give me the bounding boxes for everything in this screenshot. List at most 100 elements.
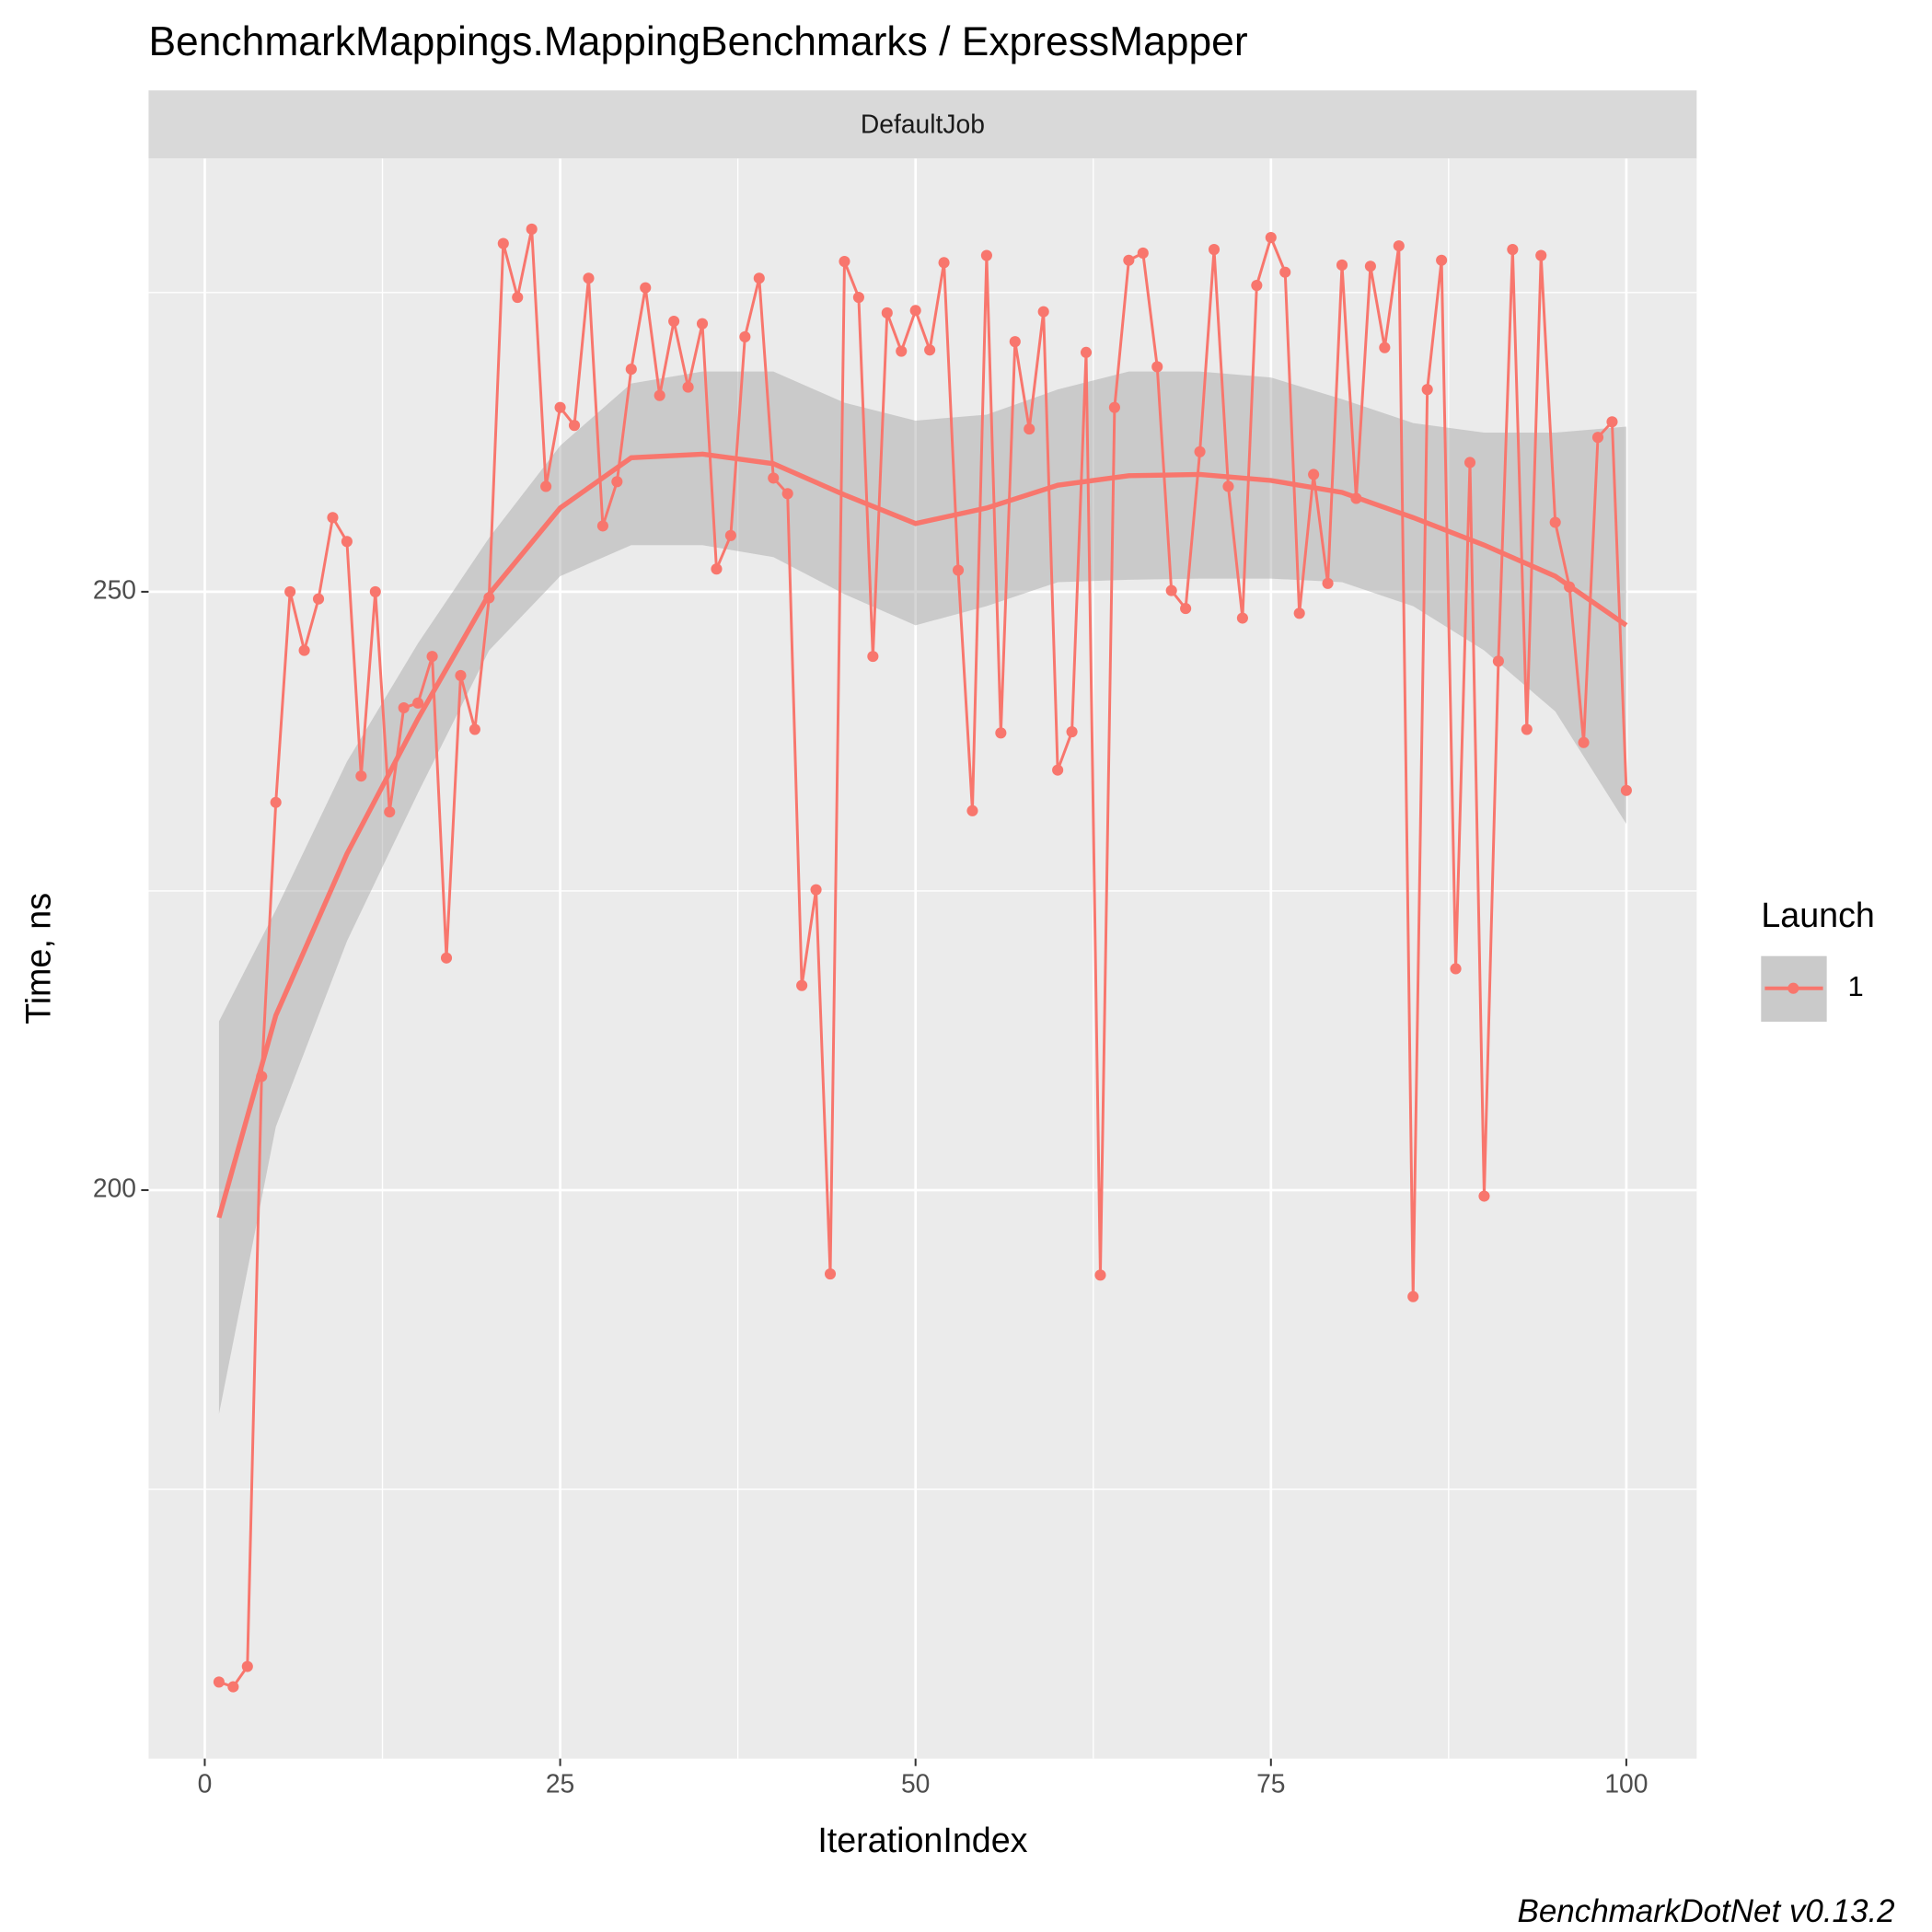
data-point	[583, 272, 595, 284]
data-point	[241, 1660, 253, 1672]
data-point	[1194, 445, 1206, 457]
data-point	[596, 520, 608, 532]
data-point	[753, 272, 765, 284]
data-point	[1578, 736, 1590, 748]
data-point	[312, 593, 325, 605]
data-point	[711, 563, 723, 575]
data-point	[1393, 240, 1405, 252]
data-point	[682, 381, 694, 393]
data-point	[1251, 279, 1263, 292]
x-tick-label: 75	[1256, 1769, 1285, 1799]
data-point	[1322, 577, 1334, 589]
data-point	[1379, 341, 1391, 353]
data-point	[796, 979, 808, 991]
data-point	[938, 257, 950, 269]
y-tick-label: 200	[93, 1173, 136, 1202]
data-point	[909, 305, 921, 317]
data-point	[995, 727, 1007, 739]
data-point	[298, 644, 310, 656]
data-point	[1108, 401, 1120, 413]
data-point	[1024, 423, 1035, 435]
data-point	[1293, 607, 1305, 619]
data-point	[781, 488, 793, 500]
data-point	[1436, 254, 1448, 266]
data-point	[724, 529, 736, 541]
data-point	[497, 237, 509, 249]
data-point	[1606, 416, 1618, 428]
data-point	[512, 291, 524, 304]
legend-label: 1	[1848, 970, 1864, 1002]
y-tick-label: 250	[93, 574, 136, 604]
data-point	[327, 512, 339, 524]
data-point	[1080, 346, 1093, 358]
data-point	[852, 291, 864, 304]
legend-title: Launch	[1761, 896, 1875, 934]
data-point	[355, 770, 367, 782]
chart-title: BenchmarkMappings.MappingBenchmarks / Ex…	[148, 19, 1247, 64]
data-point	[213, 1676, 225, 1688]
data-point	[1620, 784, 1632, 796]
data-point	[1521, 723, 1533, 735]
caption: BenchmarkDotNet v0.13.2	[1518, 1893, 1895, 1929]
data-point	[1591, 432, 1604, 444]
data-point	[369, 585, 381, 597]
data-point	[980, 249, 992, 261]
data-point	[896, 345, 908, 357]
data-point	[1009, 336, 1021, 348]
legend-point	[1787, 982, 1799, 994]
smooth-line	[216, 451, 1628, 1219]
data-point	[526, 223, 538, 235]
x-axis-title: IterationIndex	[817, 1821, 1027, 1859]
data-point	[412, 697, 424, 709]
data-point	[739, 330, 751, 343]
series-line	[218, 228, 1628, 1689]
data-point	[1151, 361, 1163, 373]
data-point	[881, 307, 893, 319]
data-point	[1407, 1290, 1419, 1302]
data-point	[839, 255, 850, 268]
data-point	[1478, 1190, 1490, 1202]
data-point	[1180, 603, 1192, 615]
data-point	[284, 585, 296, 597]
data-point	[1279, 266, 1291, 278]
data-point	[1236, 612, 1248, 624]
data-point	[1094, 1269, 1106, 1281]
confidence-band	[218, 371, 1626, 1415]
data-point	[966, 804, 978, 816]
data-point	[867, 651, 879, 663]
data-point	[227, 1681, 239, 1693]
data-point	[611, 476, 623, 488]
data-point	[768, 472, 780, 484]
data-point	[1123, 254, 1135, 266]
x-tick-label: 0	[198, 1769, 213, 1799]
data-point	[1308, 469, 1320, 480]
data-point	[1066, 725, 1078, 738]
facet-label: DefaultJob	[861, 110, 985, 139]
data-point	[440, 952, 453, 964]
data-point	[1535, 249, 1547, 261]
plot-panel	[148, 158, 1697, 1759]
data-point	[1549, 516, 1561, 528]
data-point	[668, 316, 680, 328]
data-point	[696, 318, 709, 330]
data-point	[952, 564, 965, 576]
y-axis-title: Time, ns	[18, 893, 57, 1024]
data-point	[1052, 764, 1064, 776]
data-point	[1364, 260, 1376, 272]
data-point	[654, 389, 665, 401]
data-point	[341, 536, 353, 548]
data-point	[1463, 457, 1476, 469]
data-point	[554, 401, 566, 413]
data-point	[1421, 384, 1433, 396]
data-point	[1137, 247, 1149, 259]
data-point	[1222, 480, 1234, 492]
data-point	[1037, 306, 1049, 318]
x-tick-label: 50	[901, 1769, 930, 1799]
data-point	[398, 701, 410, 714]
facet-strip	[148, 90, 1697, 159]
data-point	[1265, 231, 1277, 244]
x-tick-label: 25	[546, 1769, 574, 1799]
data-point	[1492, 655, 1504, 667]
data-point	[1507, 243, 1519, 256]
